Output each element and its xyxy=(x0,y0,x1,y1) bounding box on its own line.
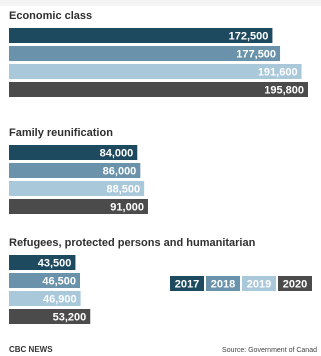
top-strip xyxy=(0,0,321,6)
bar-value-label: 43,500 xyxy=(38,258,72,270)
bar-2019 xyxy=(9,291,81,306)
bar-2020 xyxy=(9,82,308,97)
bar-value-label: 177,500 xyxy=(236,49,276,61)
legend-label-2018: 2018 xyxy=(211,279,235,291)
bar-2020 xyxy=(9,309,91,324)
legend-swatch-2017 xyxy=(170,276,204,291)
bar-value-label: 53,200 xyxy=(53,312,87,324)
bar-group: Refugees, protected persons and humanita… xyxy=(9,237,256,324)
bar-2020 xyxy=(9,199,148,214)
bar-value-label: 91,000 xyxy=(110,202,144,214)
bar-value-label: 191,600 xyxy=(258,67,298,79)
bar-2018 xyxy=(9,46,281,61)
bar-value-label: 46,900 xyxy=(43,294,77,306)
legend-swatch-2018 xyxy=(206,276,240,291)
bar-2017 xyxy=(9,145,138,160)
legend-swatch-2019 xyxy=(242,276,276,291)
group-title: Family reunification xyxy=(9,127,113,139)
legend-label-2017: 2017 xyxy=(175,279,199,291)
bar-2018 xyxy=(9,163,141,178)
bar-groups: Economic class 172,500 177,500 191,600 195,8… xyxy=(9,10,308,324)
bar-value-label: 86,000 xyxy=(103,166,137,178)
group-title: Refugees, protected persons and humanita… xyxy=(9,237,256,249)
group-title: Economic class xyxy=(9,10,92,22)
footer-source-right: Source: Government of Canad xyxy=(222,347,317,354)
legend-label-2020: 2020 xyxy=(283,279,307,291)
bar-group: Family reunification 84,000 86,000 88,500 91… xyxy=(9,127,148,214)
bar-2018 xyxy=(9,273,81,288)
legend-swatch-2020 xyxy=(278,276,312,291)
bar-value-label: 88,500 xyxy=(106,184,140,196)
bar-group: Economic class 172,500 177,500 191,600 195,8… xyxy=(9,10,308,97)
legend: 2017 2018 2019 2020 xyxy=(170,276,312,291)
bar-2017 xyxy=(9,28,273,43)
footer-source-left: CBC NEWS xyxy=(9,345,53,354)
bar-2019 xyxy=(9,64,302,79)
legend-label-2019: 2019 xyxy=(247,279,271,291)
bar-value-label: 84,000 xyxy=(100,148,134,160)
bar-value-label: 195,800 xyxy=(264,85,304,97)
bar-value-label: 46,500 xyxy=(42,276,76,288)
bar-value-label: 172,500 xyxy=(229,31,269,43)
bar-2019 xyxy=(9,181,145,196)
bar-2017 xyxy=(9,255,76,270)
